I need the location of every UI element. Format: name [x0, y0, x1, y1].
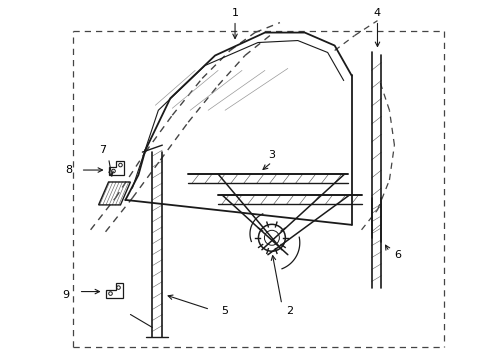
- Text: 3: 3: [269, 150, 275, 160]
- Text: 9: 9: [62, 289, 69, 300]
- Text: 2: 2: [286, 306, 294, 316]
- Text: 1: 1: [232, 8, 239, 18]
- Text: 4: 4: [374, 8, 381, 18]
- Text: 6: 6: [394, 250, 401, 260]
- Text: 7: 7: [99, 145, 106, 155]
- Text: 5: 5: [221, 306, 228, 316]
- Text: 8: 8: [65, 165, 72, 175]
